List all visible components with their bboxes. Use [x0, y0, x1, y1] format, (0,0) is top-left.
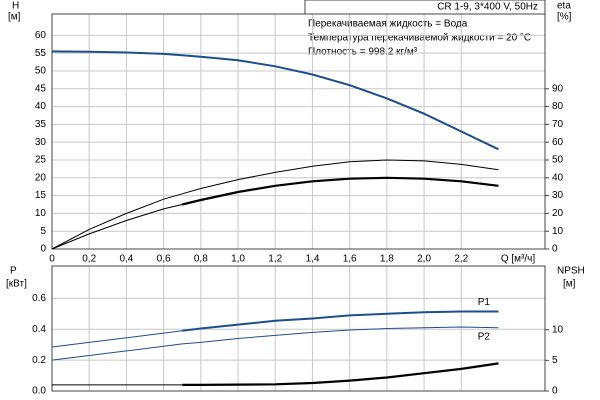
y-tick-label: 55 [35, 48, 47, 59]
x-tick-label: 1,6 [343, 254, 357, 265]
x-axis-label: Q [м³/ч] [501, 254, 536, 265]
x-tick-label: 1,2 [268, 254, 282, 265]
curve [51, 330, 183, 348]
y-tick-label: 60 [35, 30, 47, 41]
y-tick-label: 45 [35, 83, 47, 94]
x-tick-label: 2,0 [417, 254, 431, 265]
y-axis-label: [кВт] [6, 279, 27, 290]
y2-tick-label: 90 [552, 83, 564, 94]
y2-tick-label: 10 [552, 226, 564, 237]
y2-tick-label: 80 [552, 101, 564, 112]
y2-tick-label: 50 [552, 155, 564, 166]
y-axis-label: [м] [8, 12, 21, 23]
curve [51, 326, 499, 361]
x-tick-label: 2,2 [454, 254, 468, 265]
y-tick-label: 0 [40, 244, 46, 255]
y-tick-label: 10 [35, 208, 47, 219]
curve [51, 159, 499, 250]
y2-tick-label: 10 [552, 324, 564, 335]
y-tick-label: 0.0 [32, 386, 46, 397]
curve [182, 362, 499, 386]
curve [51, 204, 183, 250]
x-tick-label: 0 [49, 254, 55, 265]
curve-label: P1 [478, 297, 491, 308]
x-tick-label: 0,8 [194, 254, 208, 265]
y-tick-label: 0.2 [32, 355, 46, 366]
plot-frame [51, 13, 546, 250]
y-tick-label: 15 [35, 190, 47, 201]
chart-title: CR 1-9, 3*400 V, 50Hz [437, 2, 538, 13]
y2-axis-label: NPSH [557, 266, 585, 277]
y-tick-label: 0.4 [32, 324, 46, 335]
annotation: Перекачиваемая жидкость = Вода [308, 19, 468, 30]
curve [181, 176, 499, 206]
y2-axis-label: eta [557, 1, 571, 12]
y2-tick-label: 0 [552, 386, 558, 397]
y2-tick-label: 60 [552, 137, 564, 148]
curve [51, 50, 499, 151]
x-tick-label: 0,6 [157, 254, 171, 265]
y-tick-label: 40 [35, 101, 47, 112]
y2-tick-label: 5 [552, 355, 558, 366]
y2-axis-label: [м] [563, 279, 576, 290]
x-tick-label: 1,8 [380, 254, 394, 265]
y2-axis-label: [%] [557, 12, 572, 23]
annotation: Плотность = 998.2 кг/м³ [308, 47, 418, 58]
plot-frame [51, 265, 546, 392]
y2-tick-label: 20 [552, 208, 564, 219]
curve [182, 310, 499, 332]
y-tick-label: 5 [40, 226, 46, 237]
y-tick-label: 25 [35, 155, 47, 166]
y-tick-label: 35 [35, 119, 47, 130]
annotation: Температура перекачиваемой жидкости = 20… [308, 33, 531, 44]
x-tick-label: 0,2 [82, 254, 96, 265]
y-axis-label: H [12, 1, 19, 12]
y-tick-label: 50 [35, 66, 47, 77]
y2-tick-label: 30 [552, 190, 564, 201]
x-tick-label: 1,4 [305, 254, 319, 265]
y2-tick-label: 40 [552, 172, 564, 183]
y2-tick-label: 0 [552, 244, 558, 255]
x-tick-label: 1,0 [231, 254, 245, 265]
y-tick-label: 20 [35, 172, 47, 183]
y-axis-label: P [10, 266, 17, 277]
y-tick-label: 30 [35, 137, 47, 148]
x-tick-label: 0,4 [119, 254, 133, 265]
y-tick-label: 0.6 [32, 293, 46, 304]
curve-label: P2 [478, 331, 491, 342]
y2-tick-label: 70 [552, 119, 564, 130]
